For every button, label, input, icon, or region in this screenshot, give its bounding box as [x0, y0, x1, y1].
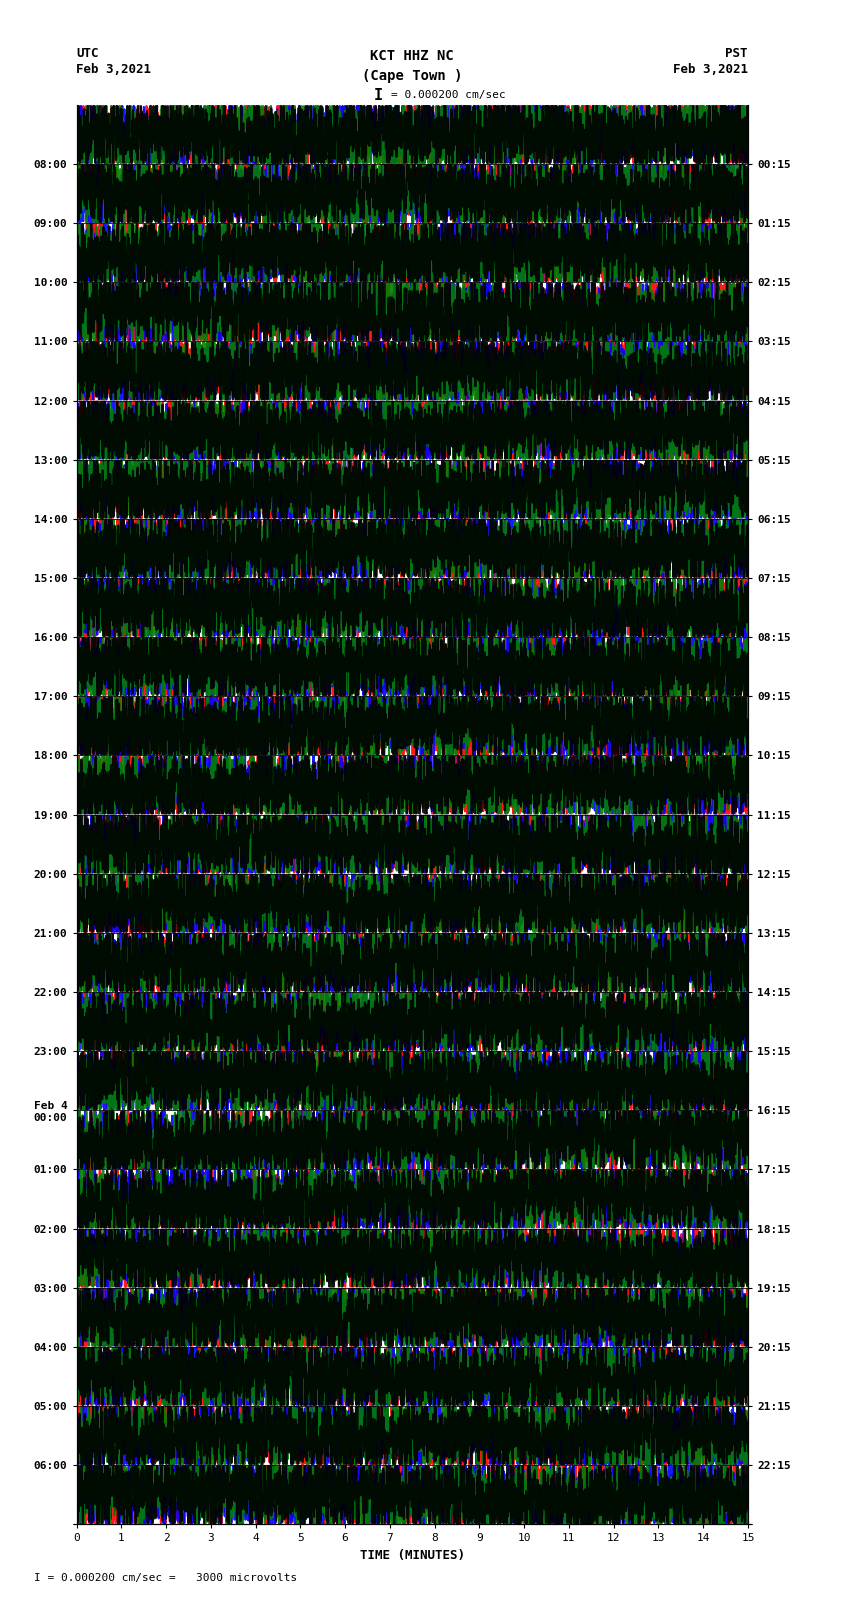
Text: Feb 3,2021: Feb 3,2021	[76, 63, 151, 76]
Text: UTC: UTC	[76, 47, 99, 60]
Text: PST: PST	[726, 47, 748, 60]
Text: I = 0.000200 cm/sec =   3000 microvolts: I = 0.000200 cm/sec = 3000 microvolts	[34, 1573, 298, 1582]
Text: Feb 3,2021: Feb 3,2021	[673, 63, 748, 76]
Text: I: I	[374, 87, 382, 103]
X-axis label: TIME (MINUTES): TIME (MINUTES)	[360, 1548, 465, 1561]
Text: = 0.000200 cm/sec: = 0.000200 cm/sec	[391, 90, 506, 100]
Text: KCT HHZ NC: KCT HHZ NC	[371, 50, 454, 63]
Text: (Cape Town ): (Cape Town )	[362, 69, 462, 82]
